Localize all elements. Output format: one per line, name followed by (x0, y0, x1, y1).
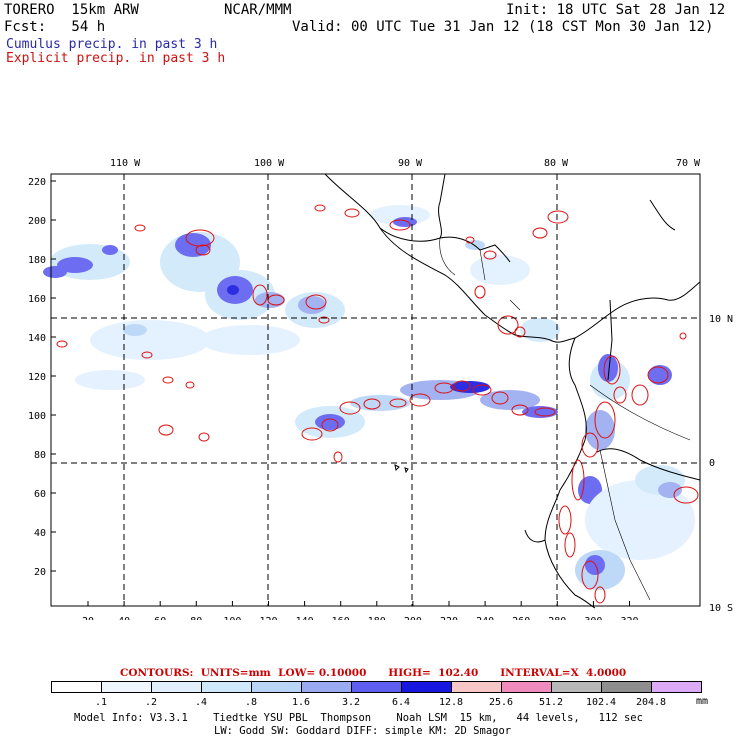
cumulus-legend-label: Cumulus precip. in past 3 h (6, 37, 218, 52)
model-info: Model Info: V3.3.1 Tiedtke YSU PBL Thomp… (74, 712, 643, 724)
y-tick-label: 140 (28, 333, 46, 344)
colorbar-swatch (501, 681, 552, 693)
lon-label: 100 W (254, 158, 285, 169)
y-tick-label: 120 (28, 372, 46, 383)
colorbar-swatch (51, 681, 102, 693)
y-tick-label: 160 (28, 294, 46, 305)
x-tick-label: 260 (512, 616, 530, 620)
colorbar-level-label: 1.6 (291, 697, 311, 708)
forecast-hour: Fcst: 54 h (4, 19, 106, 35)
colorbar-swatch (401, 681, 452, 693)
model-physics: LW: Godd SW: Goddard DIFF: simple KM: 2D… (214, 725, 512, 737)
y-tick-label: 40 (34, 528, 46, 539)
y-tick-label: 60 (34, 489, 46, 500)
lat-label: 10 N (709, 314, 733, 325)
colorbar-level-label: 102.4 (585, 697, 617, 708)
coastlines (324, 173, 701, 609)
lon-label: 90 W (398, 158, 423, 169)
explicit-precip-contours (56, 204, 699, 604)
colorbar-level-label: .4 (194, 697, 208, 708)
country-borders (439, 237, 691, 601)
colorbar-level-label: .2 (144, 697, 158, 708)
lat-label: 10 S (709, 603, 733, 614)
colorbar-level-label: .8 (244, 697, 258, 708)
colorbar-swatch (451, 681, 502, 693)
organization-label: NCAR/MMM (224, 2, 292, 18)
colorbar-swatch (251, 681, 302, 693)
cumulus-precip-shading (43, 205, 695, 590)
precip-map: 110 W 100 W 90 W 80 W 70 W 10 N 0 10 S (28, 158, 733, 620)
colorbar-level-label: 12.8 (438, 697, 464, 708)
colorbar-swatch (201, 681, 252, 693)
init-time: Init: 18 UTC Sat 28 Jan 12 (506, 2, 726, 18)
model-title: TORERO 15km ARW (4, 2, 139, 18)
colorbar-swatch (151, 681, 202, 693)
lon-label: 80 W (544, 158, 569, 169)
colorbar-level-label: 51.2 (538, 697, 564, 708)
x-tick-label: 240 (476, 616, 494, 620)
colorbar-swatch (301, 681, 352, 693)
valid-time: Valid: 00 UTC Tue 31 Jan 12 (18 CST Mon … (292, 19, 714, 35)
x-tick-label: 200 (404, 616, 422, 620)
colorbar-swatch (351, 681, 402, 693)
x-tick-label: 280 (548, 616, 566, 620)
explicit-legend-label: Explicit precip. in past 3 h (6, 51, 226, 66)
x-tick-label: 220 (440, 616, 458, 620)
colorbar-swatch (551, 681, 602, 693)
colorbar-level-label: .1 (94, 697, 108, 708)
y-tick-label: 200 (28, 216, 46, 227)
x-tick-label: 80 (190, 616, 202, 620)
latlon-grid (51, 174, 700, 606)
y-tick-label: 20 (34, 567, 46, 578)
colorbar-swatch (601, 681, 652, 693)
x-tick-label: 180 (368, 616, 386, 620)
x-tick-label: 160 (332, 616, 350, 620)
longitude-labels: 110 W 100 W 90 W 80 W 70 W (110, 158, 701, 169)
colorbar-unit: mm (696, 696, 709, 707)
y-tick-label: 80 (34, 450, 46, 461)
contours-info: CONTOURS: UNITS=mm LOW= 0.10000 HIGH= 10… (120, 667, 627, 679)
x-tick-label: 320 (620, 616, 638, 620)
colorbar-swatch (101, 681, 152, 693)
x-tick-label: 140 (296, 616, 314, 620)
colorbar-level-label: 6.4 (391, 697, 411, 708)
colorbar-level-label: 3.2 (341, 697, 361, 708)
x-tick-label: 300 (584, 616, 602, 620)
y-tick-label: 220 (28, 177, 46, 188)
lon-label: 110 W (110, 158, 141, 169)
y-tick-label: 100 (28, 411, 46, 422)
lat-label: 0 (709, 458, 715, 469)
y-tick-label: 180 (28, 255, 46, 266)
y-axis: 220 200 180 160 140 120 100 80 60 40 20 (28, 177, 56, 578)
colorbar-level-label: 25.6 (488, 697, 514, 708)
lon-label: 70 W (676, 158, 701, 169)
x-tick-label: 120 (259, 616, 277, 620)
x-tick-label: 40 (118, 616, 130, 620)
colorbar-swatch (651, 681, 702, 693)
x-tick-label: 100 (223, 616, 241, 620)
x-tick-label: 20 (82, 616, 94, 620)
x-axis: 20 40 60 80 100 120 140 160 180 200 220 240 260 280 30… (82, 601, 639, 620)
colorbar-level-label: 204.8 (635, 697, 667, 708)
map-frame (50, 173, 701, 607)
x-tick-label: 60 (154, 616, 166, 620)
latitude-labels: 10 N 0 10 S (709, 314, 733, 614)
